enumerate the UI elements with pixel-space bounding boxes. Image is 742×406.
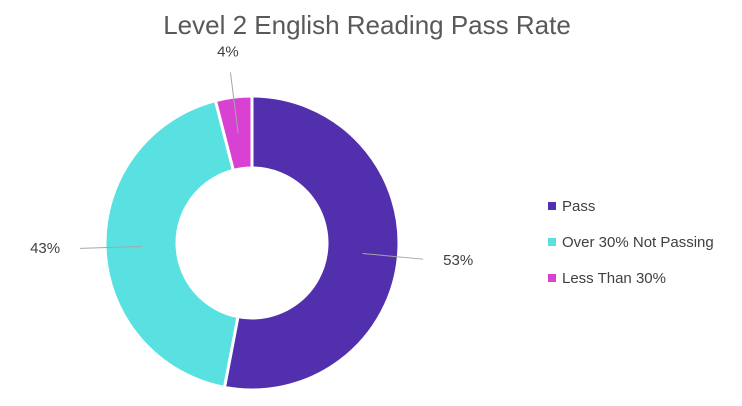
data-label: 53% xyxy=(443,252,473,269)
legend-swatch xyxy=(548,238,556,246)
legend-label: Over 30% Not Passing xyxy=(562,234,714,251)
legend-label: Pass xyxy=(562,198,595,215)
leader-line xyxy=(80,245,142,249)
slice xyxy=(213,94,254,173)
slice xyxy=(103,98,240,390)
data-label: 4% xyxy=(217,43,239,60)
legend-swatch xyxy=(548,274,556,282)
slice xyxy=(222,94,401,392)
leader-line xyxy=(362,252,424,260)
legend-swatch xyxy=(548,202,556,210)
legend-label: Less Than 30% xyxy=(562,270,666,287)
chart-title: Level 2 English Reading Pass Rate xyxy=(163,10,571,40)
leader-line xyxy=(229,72,239,133)
data-label: 43% xyxy=(30,240,60,257)
